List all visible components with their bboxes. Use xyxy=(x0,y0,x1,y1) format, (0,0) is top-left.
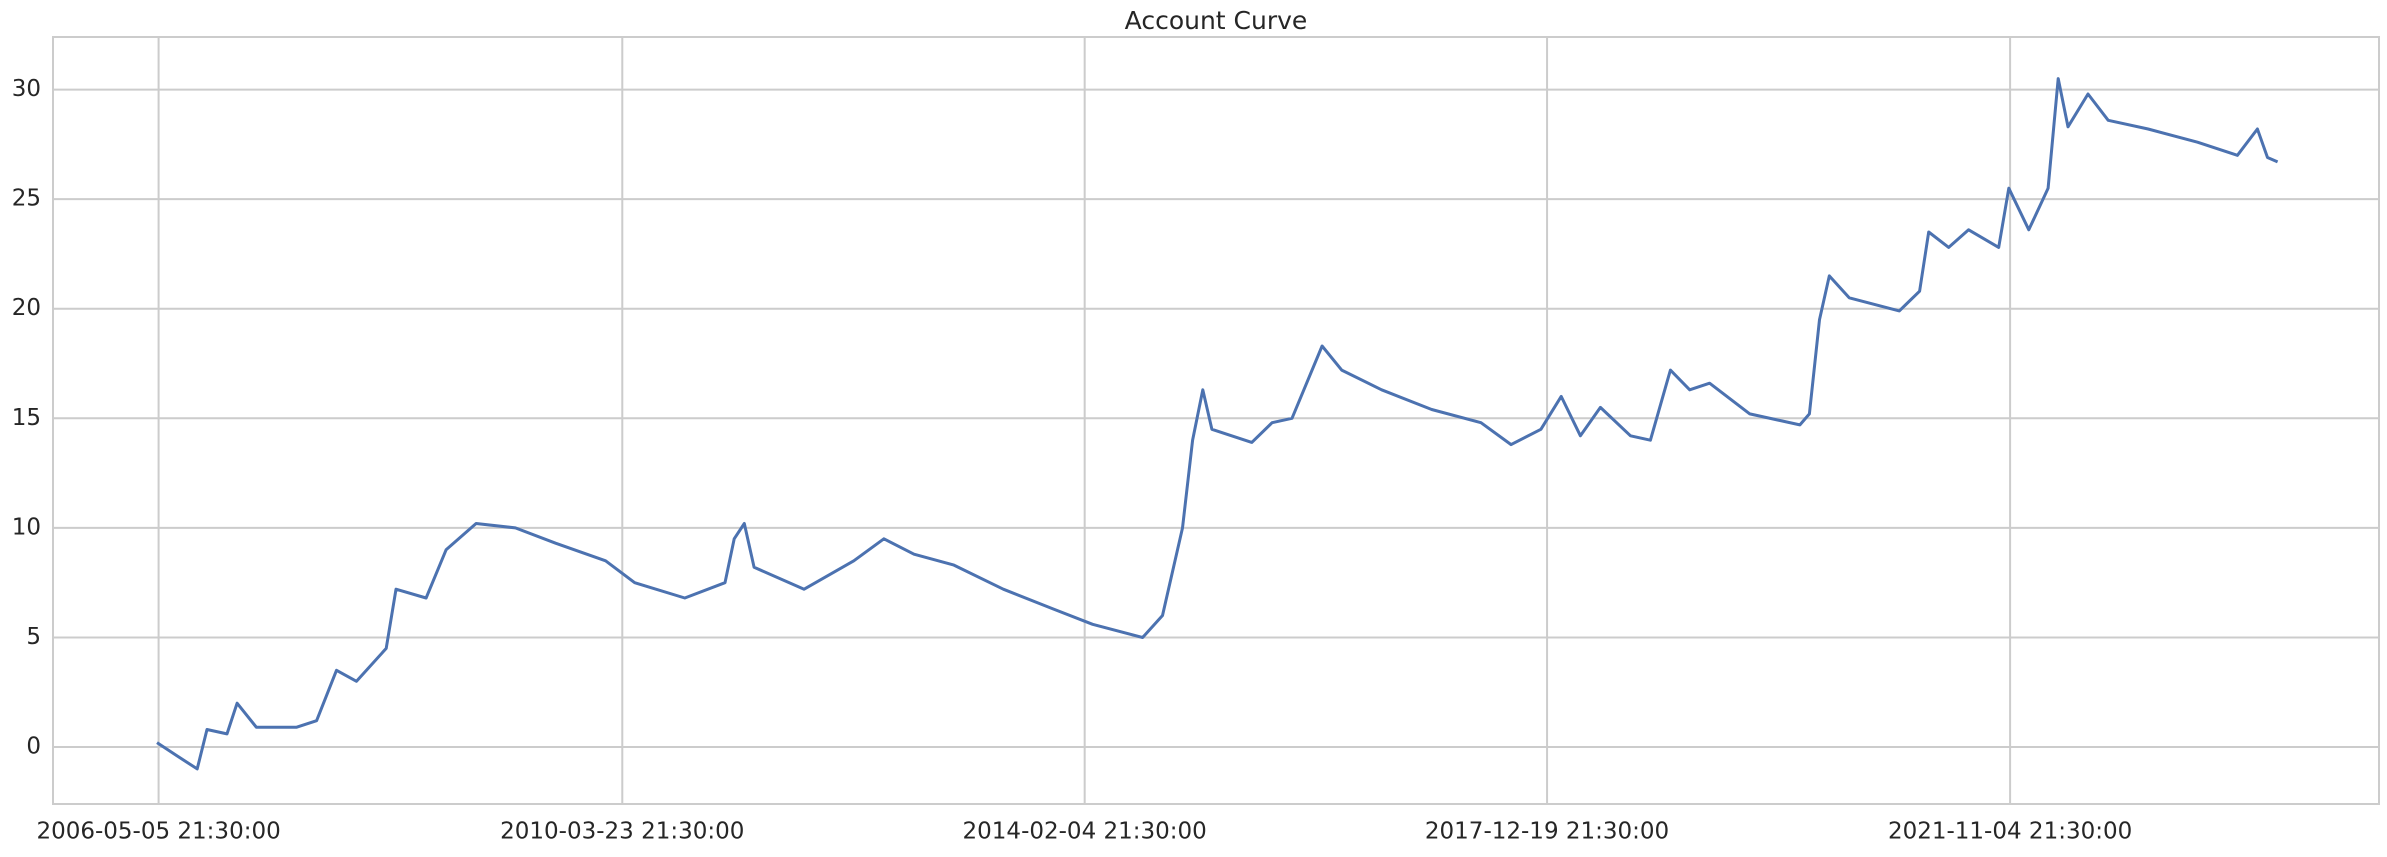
y-tick-label: 0 xyxy=(26,734,41,760)
chart-title: Account Curve xyxy=(1125,6,1308,35)
y-tick-label: 5 xyxy=(26,624,41,650)
line-series xyxy=(156,77,2279,771)
x-tick-label: 2017-12-19 21:30:00 xyxy=(1425,819,1669,845)
y-tick-label: 10 xyxy=(12,514,41,540)
y-tick-label: 15 xyxy=(12,405,41,431)
y-tick-label: 20 xyxy=(12,295,41,321)
x-tick-label: 2010-03-23 21:30:00 xyxy=(500,819,744,845)
plot-frame xyxy=(52,36,2380,805)
x-tick-label: 2021-11-04 21:30:00 xyxy=(1888,819,2132,845)
x-tick-label: 2014-02-04 21:30:00 xyxy=(963,819,1207,845)
y-tick-label: 30 xyxy=(12,76,41,102)
y-tick-label: 25 xyxy=(12,186,41,212)
x-tick-label: 2006-05-05 21:30:00 xyxy=(36,819,280,845)
